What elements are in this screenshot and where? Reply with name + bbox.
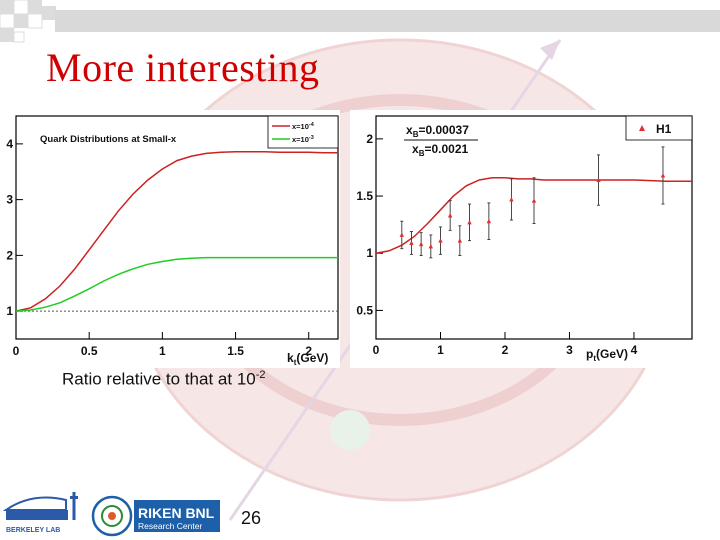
y-tick-label: 1: [6, 304, 13, 318]
legend-label-x1e-4: x=10-4: [292, 122, 315, 131]
plot-frame: [375, 115, 693, 340]
data-point: [418, 241, 424, 247]
plot-frame: [15, 115, 339, 340]
data-point: [399, 232, 404, 237]
legend: x=10-4 x=10-3: [267, 115, 339, 149]
x-tick-label: 1: [437, 343, 444, 357]
research-center-text: Research Center: [138, 521, 202, 531]
data-point: [409, 240, 414, 245]
x-tick-label: 4: [631, 343, 638, 357]
y-tick-label: 2: [6, 248, 13, 262]
data-point: [660, 172, 666, 178]
data-point: [531, 198, 537, 203]
data-point: [467, 219, 472, 225]
legend-label-x1e-3: x=10-3: [292, 135, 314, 144]
data-point: [438, 238, 443, 243]
y-tick-label: 1: [366, 246, 373, 260]
berkeley-lab-text: BERKELEY LAB: [6, 527, 60, 534]
data-point: [428, 243, 434, 249]
riken-bnl-logo: RIKEN BNL Research Center: [91, 495, 220, 537]
y-tick-label: 1.5: [356, 189, 373, 203]
riken-bnl-text: RIKEN BNL: [138, 505, 215, 521]
data-point: [447, 212, 453, 218]
series-line-0: [15, 150, 338, 312]
x-axis-label: kt(GeV): [287, 351, 328, 367]
y-tick-label: 3: [6, 193, 13, 207]
header-bar: [55, 10, 720, 32]
berkeley-lab-logo: BERKELEY LAB: [2, 492, 78, 534]
data-point: [596, 177, 601, 183]
x-tick-label: 0.5: [81, 344, 98, 358]
quark-distribution-chart: Quark Distributions at Small-x x=10-4 x=…: [6, 115, 339, 367]
x-tick-label: 1: [159, 344, 166, 358]
y-tick-label: 2: [366, 132, 373, 146]
x-tick-label: 2: [305, 344, 312, 358]
legend-marker-h1: [639, 125, 645, 131]
caption-text: Ratio relative to that at 10: [62, 369, 256, 389]
chart-title: Quark Distributions at Small-x: [40, 134, 177, 145]
legend: H1: [625, 115, 693, 141]
x-tick-label: 0: [373, 343, 380, 357]
xb-annotation: xB=0.00037 xB=0.0021: [404, 123, 478, 158]
data-point: [457, 238, 463, 243]
right-chart-panel: xB=0.00037 xB=0.0021 H1 0 1 2 3 4 0.5 1 1.5 2 pt…: [350, 110, 698, 368]
x-tick-label: 3: [566, 343, 573, 357]
h1-ratio-chart: xB=0.00037 xB=0.0021 H1 0 1 2 3 4 0.5 1 1.5 2 pt…: [356, 115, 693, 363]
y-tick-label: 4: [6, 137, 13, 151]
left-chart-panel: Quark Distributions at Small-x x=10-4 x=…: [6, 110, 340, 368]
annotation-denominator: xB=0.0021: [412, 142, 469, 158]
slide-caption: Ratio relative to that at 10-2: [62, 369, 266, 390]
series-line-1: [15, 256, 338, 312]
caption-exponent: -2: [255, 369, 266, 381]
data-point: [509, 196, 514, 202]
x-tick-label: 0: [13, 344, 20, 358]
slide-title: More interesting: [46, 45, 320, 90]
legend-label-h1: H1: [656, 122, 672, 136]
x-tick-label: 2: [502, 343, 509, 357]
annotation-numerator: xB=0.00037: [406, 123, 469, 139]
data-point: [486, 218, 492, 224]
corner-decoration: [0, 0, 56, 43]
y-tick-label: 0.5: [356, 303, 373, 317]
theory-curve: [375, 177, 692, 254]
page-number: 26: [241, 508, 262, 528]
x-tick-label: 1.5: [227, 344, 244, 358]
x-axis-label: pt(GeV): [586, 347, 628, 363]
